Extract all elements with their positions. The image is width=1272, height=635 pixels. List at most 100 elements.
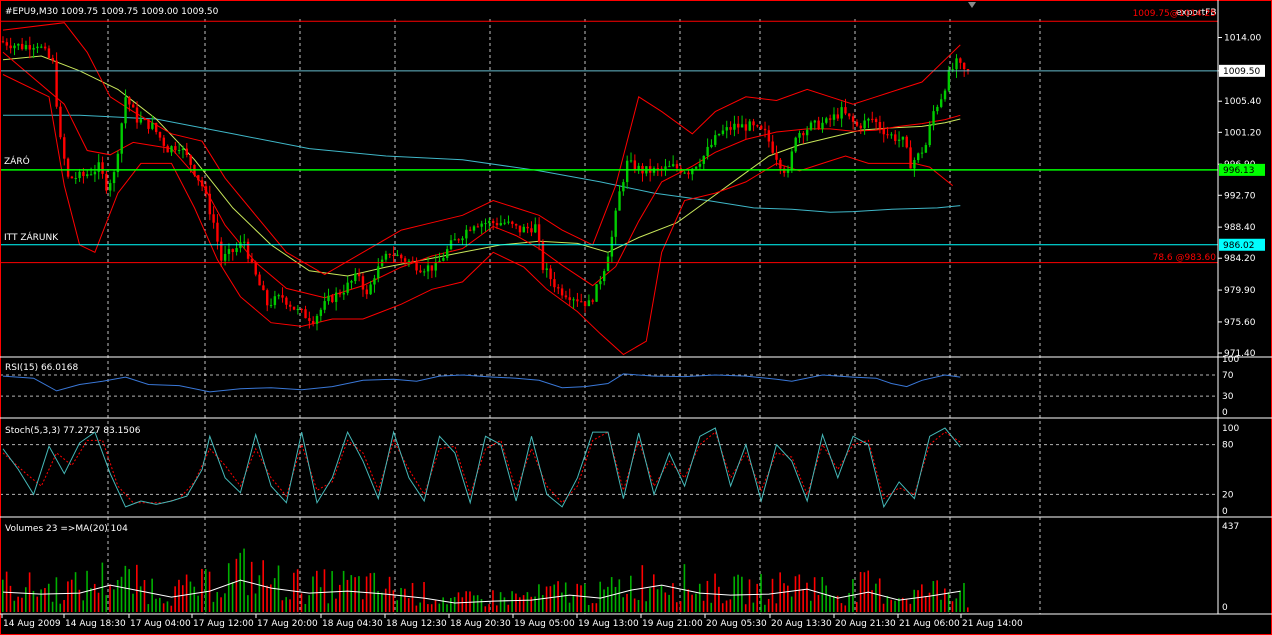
volume-bar — [13, 600, 16, 612]
candle-body — [840, 107, 843, 119]
candle-body — [560, 288, 564, 296]
volume-bar — [656, 589, 659, 612]
candle-body — [17, 43, 20, 46]
candle-body — [928, 125, 931, 146]
candle-body — [235, 248, 238, 253]
volume-bar — [67, 581, 69, 612]
volume-bar — [955, 598, 958, 612]
volume-bar — [637, 599, 640, 612]
volume-bar — [733, 576, 736, 612]
candle-body — [583, 301, 587, 307]
volume-bar — [44, 588, 46, 612]
candle-body — [392, 254, 395, 256]
volume-bar — [595, 603, 598, 612]
candle-body — [924, 145, 928, 153]
candle-body — [495, 223, 499, 226]
candle-body — [361, 276, 365, 290]
volume-bar — [28, 572, 31, 612]
volume-bar — [484, 606, 487, 612]
volume-bar — [423, 582, 425, 612]
volume-bar — [541, 595, 544, 612]
candle-body — [901, 136, 905, 140]
volume-bar — [863, 572, 866, 612]
candle-body — [848, 113, 851, 117]
time-label: 18 Aug 20:30 — [450, 619, 511, 629]
candle-body — [296, 309, 300, 311]
chart-header: #EPU9,M30 1009.75 1009.75 1009.00 1009.5… — [5, 7, 219, 17]
volume-zero-tick: 0 — [1222, 603, 1228, 613]
fib-level-label: 78.6 @983.60 — [1153, 253, 1217, 263]
volume-bar — [917, 590, 919, 612]
volume-bar — [323, 569, 326, 612]
volume-bar — [381, 592, 383, 612]
volume-bar — [139, 586, 142, 612]
candle-body — [262, 285, 265, 291]
volume-bar — [488, 604, 490, 612]
volume-bar — [495, 605, 498, 612]
candle-body — [327, 295, 330, 302]
candle-body — [530, 228, 533, 233]
volume-bar — [17, 596, 19, 612]
stoch-level-label: 20 — [1222, 490, 1234, 500]
volume-bar — [572, 594, 575, 612]
volume-bar — [476, 595, 479, 612]
candle-body — [135, 107, 139, 123]
volume-bar — [901, 597, 904, 612]
price-tick-label: 971.40 — [1224, 349, 1256, 359]
volume-bar — [503, 597, 506, 612]
candle-body — [465, 229, 468, 239]
volume-bar — [645, 601, 647, 612]
volume-bar — [124, 565, 127, 612]
candle-body — [832, 114, 836, 120]
candle-body — [63, 137, 66, 159]
volume-bar — [886, 595, 889, 612]
candle-body — [66, 158, 70, 177]
candle-body — [212, 214, 215, 223]
volume-bar — [430, 604, 433, 612]
volume-bar — [224, 593, 226, 612]
volume-bar — [293, 572, 295, 612]
volume-bar — [553, 584, 556, 612]
candle-body — [629, 160, 633, 162]
volume-bar — [798, 574, 801, 612]
candle-body — [120, 123, 123, 154]
rsi-level-label: 100 — [1222, 355, 1239, 365]
volume-bar — [767, 598, 770, 612]
candle-body — [779, 159, 782, 169]
candle-body — [185, 148, 189, 156]
candle-body — [269, 305, 273, 307]
rsi-level-label: 30 — [1222, 392, 1234, 402]
candle-body — [576, 299, 579, 302]
volume-bar — [967, 607, 969, 612]
candle-body — [24, 45, 28, 50]
volume-label: Volumes 23 =>MA(20) 104 — [5, 524, 128, 534]
volume-bar — [304, 603, 307, 612]
candle-body — [897, 139, 901, 141]
volume-bar — [189, 581, 192, 612]
volume-bar — [507, 604, 510, 612]
volume-bar — [132, 593, 134, 612]
candle-body — [419, 270, 422, 273]
volume-bar — [683, 564, 686, 612]
volume-bar — [660, 585, 663, 612]
volume-bar — [434, 600, 437, 612]
candle-body — [442, 257, 445, 261]
volume-bar — [155, 598, 157, 612]
volume-bar — [584, 583, 586, 612]
candle-body — [549, 268, 552, 280]
volume-bar — [549, 586, 552, 612]
volume-bar — [40, 589, 42, 612]
candle-body — [671, 164, 675, 167]
volume-bar — [932, 581, 935, 612]
candle-body — [97, 162, 100, 172]
volume-bar — [201, 568, 203, 612]
volume-bar — [947, 592, 950, 612]
volume-bar — [427, 604, 429, 612]
candle-body — [748, 121, 751, 131]
volume-bar — [702, 600, 705, 612]
volume-bar — [561, 592, 563, 612]
volume-ma-line — [2, 579, 961, 604]
volume-bar — [373, 572, 376, 612]
